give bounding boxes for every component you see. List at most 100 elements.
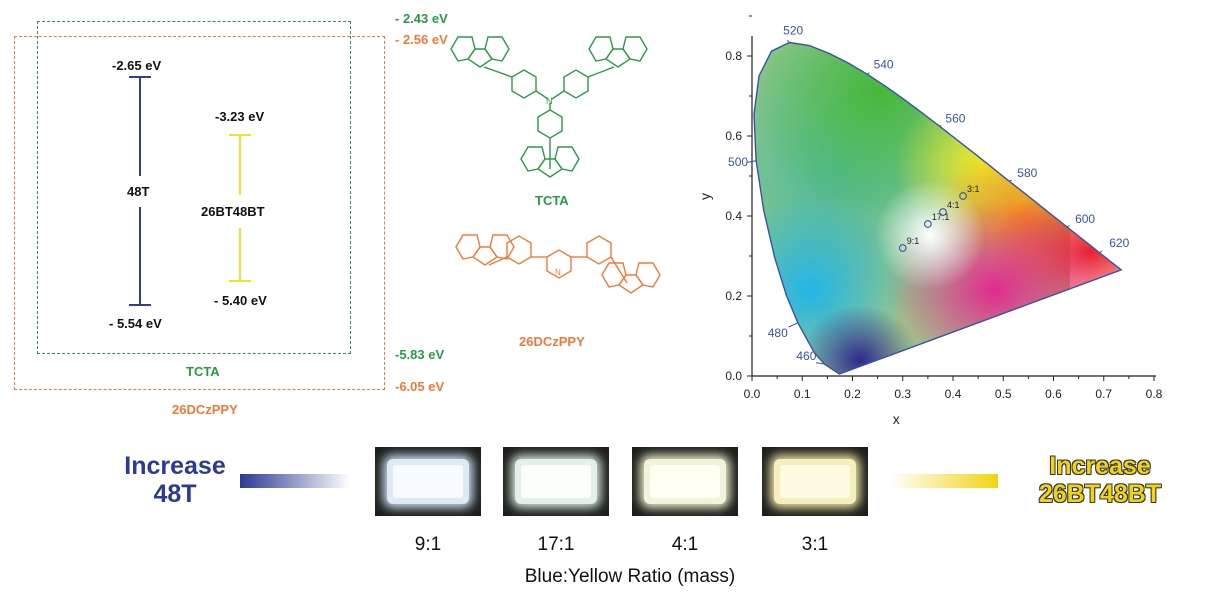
- bt-bar-bottom-cap: [229, 280, 251, 282]
- increase-48t-line2: 48T: [153, 480, 197, 508]
- tcta-phenyl-bottom: [537, 109, 563, 139]
- point-3-1: [959, 192, 967, 200]
- dczppy-left-carbazole: [455, 234, 515, 266]
- y-axis-label: y: [700, 193, 713, 200]
- increase-48t-label: Increase 48T: [110, 452, 240, 508]
- ratio-label-17-1: 17:1: [537, 534, 575, 555]
- tcta-name: TCTA: [535, 193, 569, 208]
- wavelength-tick: [1098, 250, 1103, 254]
- x-tick-label: 0.1: [794, 387, 811, 401]
- wavelength-label-520: 520: [783, 23, 803, 37]
- t48-lumo-label: -2.65 eV: [112, 58, 162, 73]
- tcta-structure: N: [450, 36, 648, 178]
- point-label-17-1: 17:1: [932, 212, 950, 222]
- t48-bar-lower: [139, 207, 141, 305]
- wavelength-tick: [786, 39, 790, 43]
- cie-color-fill: [754, 42, 1122, 374]
- dczppy-name: 26DCzPPY: [519, 334, 585, 349]
- point-label-4-1: 4:1: [947, 200, 960, 210]
- x-tick-label: 0.5: [995, 387, 1012, 401]
- t48-bar-bottom-cap: [129, 304, 151, 306]
- blue-gradient-arrow: [240, 474, 350, 488]
- x-tick-label: 0.8: [1146, 387, 1163, 401]
- tcta-left-carbazole: [450, 36, 510, 68]
- tcta-homo-label: -5.83 eV: [395, 347, 445, 362]
- point-label-3-1: 3:1: [967, 184, 980, 194]
- dczppy-dashed-box: [14, 36, 385, 390]
- point-9-1: [898, 244, 907, 252]
- increase-bt-label: Increase 26BT48BT: [1000, 452, 1200, 508]
- x-tick-label: 0.6: [1045, 387, 1062, 401]
- wavelength-label-460: 460: [796, 349, 816, 363]
- tcta-phenyl-left: [511, 69, 537, 99]
- wavelength-label-500: 500: [728, 155, 748, 169]
- device-photo-9-1: [375, 447, 481, 516]
- x-tick-label: 0.0: [744, 387, 761, 401]
- device-photo-3-1: [762, 447, 868, 516]
- increase-bt-line2: 26BT48BT: [1038, 480, 1162, 508]
- ratio-label-3-1: 3:1: [801, 534, 829, 555]
- wavelength-tick: [747, 160, 757, 163]
- dczppy-box-label: 26DCzPPY: [172, 402, 238, 417]
- wavelength-label-620: 620: [1109, 236, 1129, 250]
- wavelength-tick: [788, 322, 798, 328]
- wavelength-label-480: 480: [768, 326, 788, 340]
- device-photo-17-1: [503, 447, 609, 516]
- tcta-right-carbazole: [588, 36, 648, 68]
- increase-bt-line1: Increase: [1049, 452, 1151, 480]
- wavelength-tick: [867, 72, 870, 75]
- y-tick-label: 0.2: [725, 289, 742, 303]
- y-tick-label: 0.8: [725, 49, 742, 63]
- yellow-gradient-arrow: [890, 474, 998, 488]
- device-photo-4-1: [632, 447, 738, 516]
- dczppy-phenyl-left: [506, 235, 532, 265]
- x-axis-label: x: [893, 411, 900, 427]
- dczppy-right-carbazole: [601, 262, 661, 294]
- bt-label: 26BT48BT: [201, 204, 265, 219]
- tcta-phenyl-right: [563, 69, 589, 99]
- wavelength-labels: 460 480 500 520 540 560 580 600 620: [728, 23, 1130, 365]
- tcta-lumo-label: - 2.43 eV: [395, 11, 448, 26]
- point-17-1: [924, 220, 932, 228]
- spectral-locus: [753, 41, 1123, 375]
- dczppy-phenyl-right: [586, 235, 612, 265]
- x-tick-label: 0.3: [894, 387, 911, 401]
- bt-bar-lower: [239, 228, 241, 281]
- tcta-dashed-box: [37, 21, 351, 354]
- ratio-caption: Blue:Yellow Ratio (mass): [524, 566, 736, 587]
- t48-bar-upper: [139, 77, 141, 176]
- ratio-label-4-1: 4:1: [671, 534, 699, 555]
- wavelength-tick: [1009, 179, 1012, 182]
- y-tick-label: 0.0: [725, 369, 742, 383]
- y-tick-label: 0.4: [725, 209, 742, 223]
- dczppy-n-atom: N: [555, 268, 561, 277]
- ratio-points: 9:1 17:1 4:1 3:1: [898, 184, 980, 252]
- t48-homo-label: - 5.54 eV: [109, 316, 162, 331]
- ratio-label-9-1: 9:1: [414, 534, 442, 555]
- chart-axes: 0.0 0.1 0.2 0.3 0.4 0.5 0.6 0.7 0.8 0.0 0.2 0.4 0.6 0…: [725, 15, 1163, 401]
- dczppy-pyridine: [546, 249, 572, 279]
- x-tick-label: 0.7: [1095, 387, 1112, 401]
- dczppy-lumo-label: - 2.56 eV: [395, 32, 448, 47]
- x-tick-label: 0.4: [945, 387, 962, 401]
- wavelength-label-560: 560: [945, 111, 965, 125]
- point-4-1: [939, 208, 947, 216]
- wavelength-label-600: 600: [1075, 212, 1095, 226]
- increase-48t-line1: Increase: [124, 452, 226, 480]
- point-label-9-1: 9:1: [907, 236, 920, 246]
- wavelength-tick: [939, 124, 942, 127]
- bt-lumo-label: -3.23 eV: [215, 109, 265, 124]
- bt-bar-upper: [239, 135, 241, 195]
- t48-label: 48T: [127, 184, 150, 199]
- bt-homo-label: - 5.40 eV: [214, 293, 267, 308]
- wavelength-tick: [1066, 225, 1070, 228]
- wavelength-label-540: 540: [874, 57, 894, 71]
- x-tick-label: 0.2: [844, 387, 861, 401]
- dczppy-structure: N: [455, 234, 661, 294]
- wavelength-label-580: 580: [1017, 166, 1037, 180]
- tcta-box-label: TCTA: [186, 364, 220, 379]
- y-tick-label: 0.6: [725, 129, 742, 143]
- tcta-n-atom: N: [546, 96, 553, 106]
- dczppy-homo-label: -6.05 eV: [395, 379, 445, 394]
- cie-chart: 0.0 0.1 0.2 0.3 0.4 0.5 0.6 0.7 0.8 0.0 0.2 0.4 0.6 0…: [700, 15, 1163, 427]
